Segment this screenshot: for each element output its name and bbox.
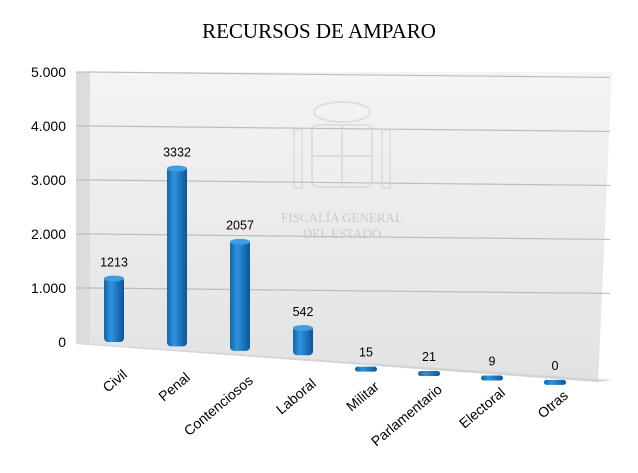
y-axis-ticks: 0 1.000 2.000 3.000 4.000 5.000 — [31, 64, 66, 350]
data-label: 542 — [293, 305, 314, 319]
y-tick-label: 3.000 — [31, 172, 66, 188]
category-label: Electoral — [456, 384, 508, 431]
bars — [104, 165, 566, 385]
y-tick-label: 4.000 — [31, 118, 66, 134]
watermark-line-1: FISCALÍA GENERAL — [281, 210, 403, 225]
category-label: Militar — [343, 378, 382, 414]
y-tick-label: 5.000 — [31, 64, 66, 80]
chart-title: RECURSOS DE AMPARO — [202, 19, 436, 43]
category-label: Otras — [534, 387, 571, 421]
data-label: 2057 — [226, 219, 254, 233]
category-label: Laboral — [273, 375, 319, 417]
bar — [355, 366, 377, 372]
y-tick-label: 0 — [58, 334, 66, 350]
bar-body — [293, 325, 313, 356]
data-label: 9 — [489, 354, 496, 368]
bar — [544, 379, 566, 385]
bar-top — [104, 275, 124, 282]
bar-body — [544, 379, 566, 385]
watermark-line-2: DEL ESTADO — [303, 226, 381, 241]
data-label: 3332 — [163, 145, 191, 159]
bar — [104, 275, 124, 342]
bar-body — [167, 166, 187, 347]
bar-body — [481, 375, 503, 381]
gridlines — [76, 71, 611, 295]
y-tick-label: 1.000 — [31, 280, 66, 296]
watermark: FISCALÍA GENERAL DEL ESTADO — [281, 101, 403, 241]
bar — [481, 375, 503, 381]
bar-top — [167, 165, 187, 172]
gridline — [89, 71, 611, 79]
bar — [230, 238, 250, 351]
y-tick-label: 2.000 — [31, 226, 66, 242]
category-label: Penal — [155, 369, 193, 404]
chart-floor — [76, 344, 612, 382]
data-labels: 1213 3332 2057 542 15 21 9 0 — [100, 145, 558, 372]
bar-body — [355, 366, 377, 372]
data-label: 1213 — [100, 255, 128, 269]
data-label: 15 — [359, 346, 373, 360]
gridline — [89, 125, 611, 133]
chart-back-wall — [76, 72, 612, 382]
category-label: Civil — [99, 366, 130, 395]
bar-body — [230, 239, 250, 351]
data-label: 0 — [552, 359, 559, 373]
coat-of-arms-watermark — [293, 101, 391, 189]
bar-top — [230, 238, 250, 245]
data-label: 21 — [422, 350, 436, 364]
bar — [418, 371, 440, 377]
bar — [167, 165, 187, 347]
bar-top — [293, 324, 313, 331]
bar-body — [418, 371, 440, 377]
bar-body — [104, 276, 124, 342]
bar — [293, 324, 313, 356]
chart-side-wall — [76, 72, 90, 344]
